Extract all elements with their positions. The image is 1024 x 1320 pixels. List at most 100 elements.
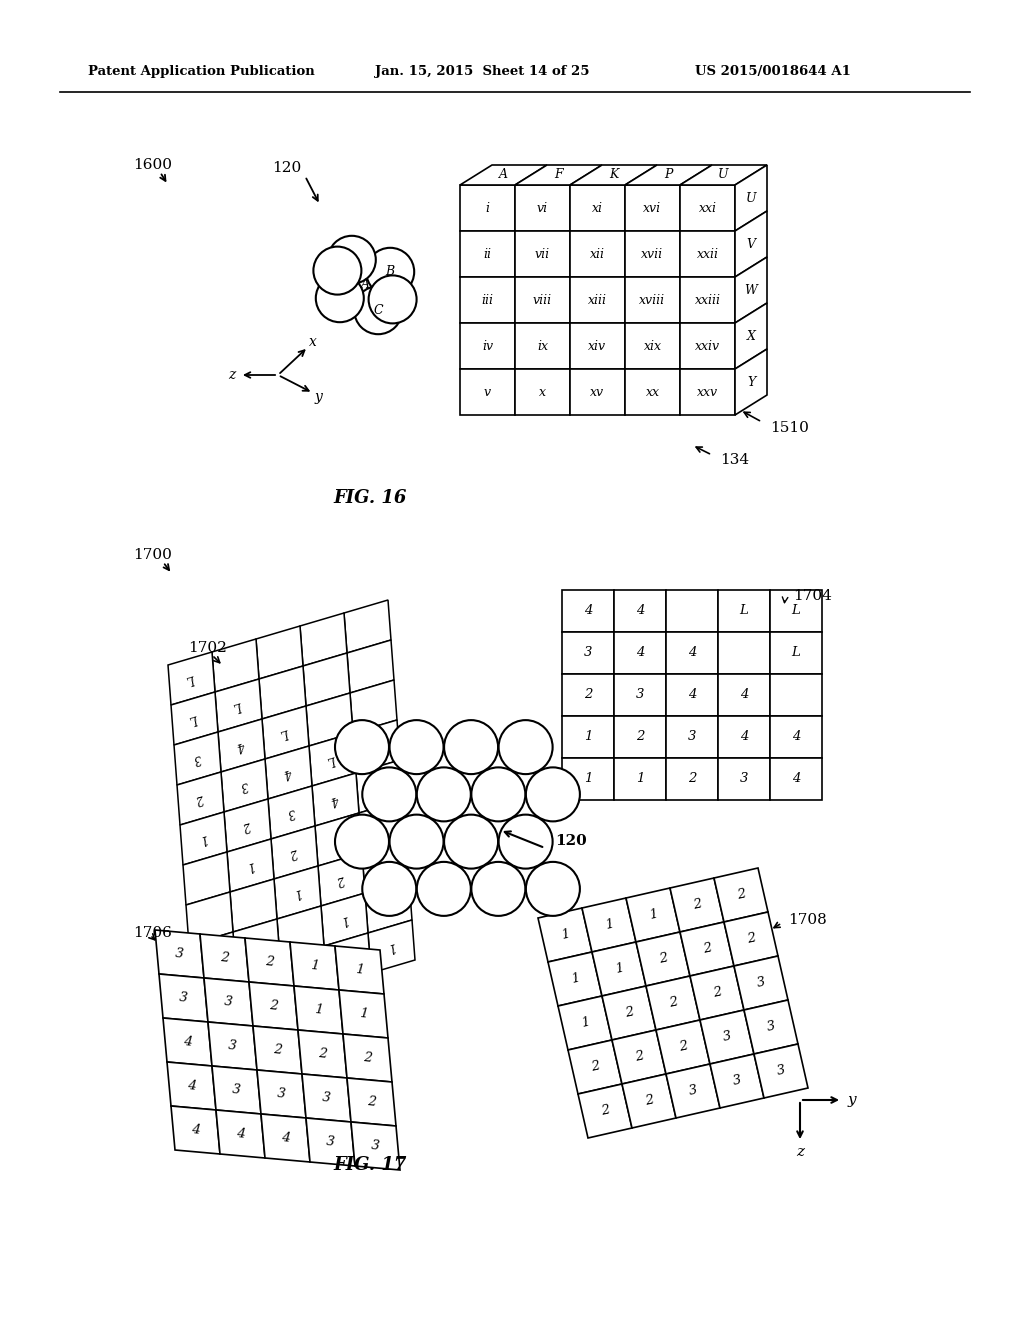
Text: 2: 2: [634, 1049, 644, 1064]
Polygon shape: [353, 719, 400, 774]
Polygon shape: [261, 1114, 310, 1162]
Text: 120: 120: [272, 161, 301, 176]
Polygon shape: [294, 986, 343, 1034]
Text: 3: 3: [326, 1135, 335, 1148]
Bar: [625, 185, 680, 231]
Text: 2: 2: [317, 1047, 328, 1061]
Text: 4: 4: [739, 730, 749, 743]
Text: 3: 3: [276, 1088, 287, 1101]
Polygon shape: [735, 211, 767, 277]
Text: v: v: [484, 385, 492, 399]
Polygon shape: [215, 678, 262, 733]
Text: 3: 3: [371, 1139, 380, 1152]
Text: 1: 1: [584, 730, 592, 743]
Text: 3: 3: [688, 730, 696, 743]
Text: xvi: xvi: [643, 202, 662, 214]
Text: 4: 4: [739, 689, 749, 701]
Polygon shape: [189, 932, 236, 985]
Text: 4: 4: [636, 605, 644, 618]
Bar: [562, 590, 614, 632]
Polygon shape: [592, 942, 646, 997]
Text: K: K: [609, 169, 618, 181]
Text: 1: 1: [647, 908, 658, 923]
Polygon shape: [538, 908, 592, 962]
Circle shape: [315, 275, 364, 322]
Text: 1706: 1706: [133, 927, 172, 940]
Polygon shape: [200, 935, 249, 982]
Polygon shape: [265, 746, 312, 799]
Circle shape: [471, 862, 525, 916]
Bar: [562, 632, 614, 675]
Polygon shape: [343, 1034, 392, 1082]
Text: 2: 2: [657, 952, 669, 966]
Polygon shape: [186, 892, 233, 945]
Polygon shape: [690, 966, 744, 1020]
Text: 1: 1: [354, 964, 365, 977]
Polygon shape: [350, 680, 397, 733]
Text: 2: 2: [383, 899, 394, 913]
Bar: [614, 590, 666, 632]
Polygon shape: [159, 974, 208, 1022]
Text: 2: 2: [636, 730, 644, 743]
Text: iii: iii: [481, 293, 494, 306]
Bar: [562, 675, 614, 715]
Circle shape: [362, 767, 417, 821]
Polygon shape: [218, 719, 265, 772]
Text: L: L: [739, 605, 749, 618]
Polygon shape: [306, 1118, 355, 1166]
Circle shape: [444, 814, 498, 869]
Circle shape: [499, 814, 553, 869]
Polygon shape: [356, 760, 403, 813]
Text: 1: 1: [339, 912, 350, 927]
Text: 4: 4: [377, 820, 388, 834]
Polygon shape: [626, 888, 680, 942]
Circle shape: [369, 276, 417, 323]
Text: 3: 3: [775, 1064, 786, 1078]
Text: 1: 1: [559, 928, 570, 942]
Text: 2: 2: [195, 791, 206, 805]
Polygon shape: [163, 1018, 212, 1067]
Polygon shape: [754, 1044, 808, 1098]
Text: U: U: [745, 191, 757, 205]
Text: 3: 3: [636, 689, 644, 701]
Polygon shape: [335, 946, 384, 994]
Circle shape: [313, 247, 361, 294]
Text: P: P: [665, 169, 673, 181]
Text: xxiii: xxiii: [694, 293, 721, 306]
Polygon shape: [306, 693, 353, 746]
Bar: [562, 715, 614, 758]
Polygon shape: [656, 1020, 710, 1074]
Polygon shape: [171, 1106, 220, 1154]
Bar: [460, 323, 515, 370]
Bar: [614, 632, 666, 675]
Polygon shape: [274, 866, 321, 919]
Text: 3: 3: [687, 1084, 698, 1098]
Text: 4: 4: [330, 792, 341, 807]
Polygon shape: [224, 799, 271, 851]
Text: 1: 1: [245, 858, 256, 873]
Text: 1: 1: [636, 772, 644, 785]
Text: 3: 3: [286, 805, 297, 820]
Text: xix: xix: [643, 339, 662, 352]
Polygon shape: [212, 1067, 261, 1114]
Text: xviii: xviii: [639, 293, 666, 306]
Text: L: L: [327, 752, 338, 767]
Polygon shape: [315, 813, 362, 866]
Polygon shape: [558, 997, 612, 1049]
Polygon shape: [262, 706, 309, 759]
Text: L: L: [186, 671, 197, 686]
Bar: [515, 185, 570, 231]
Text: 3: 3: [722, 1030, 732, 1044]
Bar: [460, 231, 515, 277]
Bar: [770, 590, 822, 632]
Polygon shape: [312, 774, 359, 826]
Bar: [666, 675, 718, 715]
Text: 1: 1: [309, 960, 319, 973]
Polygon shape: [670, 878, 724, 932]
Polygon shape: [680, 921, 734, 975]
Polygon shape: [735, 257, 767, 323]
Text: L: L: [374, 779, 385, 793]
Text: xxiv: xxiv: [695, 339, 720, 352]
Polygon shape: [230, 879, 278, 932]
Polygon shape: [744, 1001, 798, 1053]
